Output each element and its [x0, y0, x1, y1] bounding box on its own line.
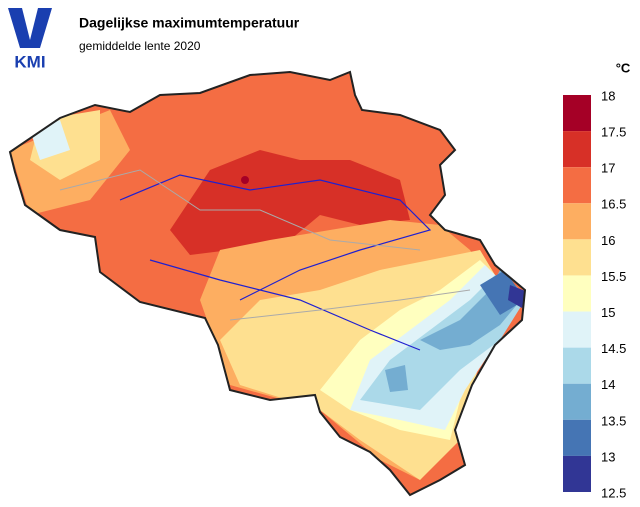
border — [59, 169, 471, 321]
legend-tick-label: 12.5 — [601, 485, 626, 500]
legend-swatch — [563, 383, 591, 420]
map-title: Dagelijkse maximumtemperatuur — [79, 15, 300, 31]
logo: KMI — [8, 8, 52, 71]
legend: 18 17.5 17 16.5 16 15.5 15 14.5 14 13.5 13 12.5 — [563, 88, 626, 500]
legend-tick-label: 13.5 — [601, 413, 626, 428]
legend-tick-label: 14 — [601, 377, 615, 392]
legend-tick-label: 17 — [601, 161, 615, 176]
map-subtitle: gemiddelde lente 2020 — [79, 39, 201, 53]
legend-unit: °C — [616, 60, 631, 75]
zone — [480, 270, 525, 315]
legend-swatch — [563, 455, 591, 492]
legend-tick-label: 16.5 — [601, 197, 626, 212]
logo-mark — [8, 8, 52, 48]
legend-swatch — [563, 347, 591, 384]
legend-tick-label: 14.5 — [601, 341, 626, 356]
legend-swatch — [563, 203, 591, 240]
legend-tick-label: 15.5 — [601, 269, 626, 284]
temperature-field — [10, 72, 525, 495]
legend-swatch — [563, 419, 591, 456]
legend-tick-label: 13 — [601, 449, 615, 464]
legend-tick-label: 17.5 — [601, 125, 626, 140]
legend-tick-label: 15 — [601, 305, 615, 320]
river — [119, 174, 432, 351]
legend-swatch — [563, 239, 591, 276]
legend-swatch — [563, 131, 591, 168]
zone — [241, 176, 249, 184]
zone — [170, 150, 410, 255]
legend-tick-label: 18 — [601, 88, 615, 103]
legend-tick-label: 16 — [601, 233, 615, 248]
legend-swatch — [563, 311, 591, 348]
legend-swatch — [563, 167, 591, 204]
legend-swatch — [563, 275, 591, 312]
zone — [385, 365, 408, 392]
legend-swatch — [563, 95, 591, 132]
logo-text: KMI — [14, 52, 45, 71]
